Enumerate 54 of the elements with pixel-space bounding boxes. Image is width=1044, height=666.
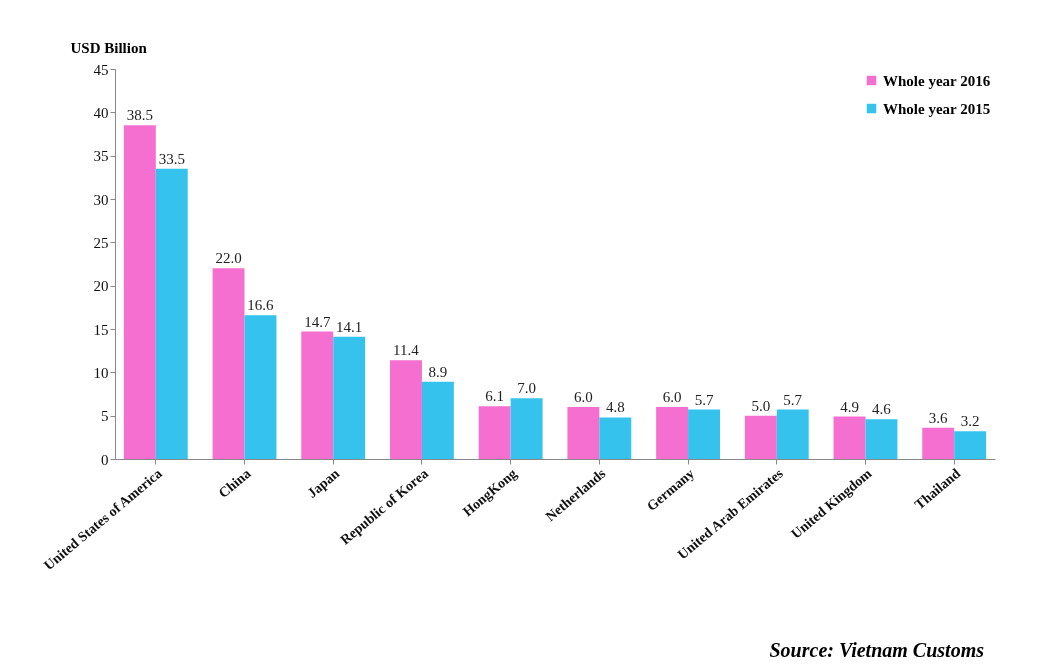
data-label: 8.9 bbox=[428, 363, 448, 380]
data-label: 3.2 bbox=[960, 413, 980, 430]
source-note: Source: Vietnam Customs bbox=[769, 639, 984, 662]
data-label: 38.5 bbox=[126, 107, 153, 124]
data-label: 5.0 bbox=[751, 397, 771, 414]
data-label: 5.7 bbox=[783, 391, 803, 408]
legend-label: Whole year 2016 bbox=[883, 72, 991, 89]
bar bbox=[333, 336, 366, 459]
bar bbox=[833, 416, 866, 459]
bar bbox=[244, 315, 277, 459]
y-tick-label: 20 bbox=[93, 278, 109, 295]
bar bbox=[212, 268, 245, 459]
y-tick-label: 45 bbox=[93, 61, 109, 78]
data-label: 4.6 bbox=[872, 401, 892, 418]
data-label: 4.9 bbox=[840, 398, 859, 415]
bar bbox=[155, 168, 188, 459]
y-tick-label: 10 bbox=[93, 364, 109, 381]
y-tick-label: 5 bbox=[101, 408, 109, 425]
data-label: 16.6 bbox=[247, 297, 275, 314]
data-label: 33.5 bbox=[158, 150, 185, 167]
data-label: 11.4 bbox=[393, 342, 420, 359]
bar bbox=[123, 125, 156, 459]
bar bbox=[567, 407, 600, 459]
bar bbox=[599, 417, 632, 459]
bar bbox=[478, 406, 511, 459]
data-label: 14.1 bbox=[336, 318, 363, 335]
bar bbox=[390, 360, 422, 459]
y-tick-label: 15 bbox=[93, 321, 109, 338]
bar bbox=[301, 331, 334, 459]
data-label: 4.8 bbox=[605, 399, 625, 416]
data-label: 6.0 bbox=[662, 389, 682, 405]
y-tick-label: 0 bbox=[101, 451, 109, 468]
y-axis-title: USD Billion bbox=[70, 39, 148, 56]
data-label: 3.6 bbox=[928, 409, 949, 426]
y-tick-label: 30 bbox=[93, 191, 109, 208]
bar bbox=[744, 415, 777, 459]
bar bbox=[954, 431, 987, 459]
data-label: 5.7 bbox=[694, 391, 714, 408]
y-tick-label: 35 bbox=[93, 148, 109, 165]
data-label: 14.7 bbox=[304, 313, 331, 330]
bar bbox=[510, 398, 543, 459]
y-tick-label: 40 bbox=[93, 104, 109, 121]
bar bbox=[421, 381, 454, 459]
data-label: 7.0 bbox=[517, 380, 536, 397]
data-label: 6.0 bbox=[574, 389, 593, 405]
bar bbox=[922, 427, 955, 459]
bar bbox=[656, 407, 689, 459]
data-label: 22.0 bbox=[215, 250, 242, 267]
bar bbox=[776, 409, 809, 459]
bar bbox=[688, 409, 720, 459]
y-tick-label: 25 bbox=[93, 234, 109, 251]
bar bbox=[865, 419, 898, 459]
legend-label: Whole year 2015 bbox=[883, 100, 991, 117]
data-label: 6.1 bbox=[485, 388, 505, 405]
